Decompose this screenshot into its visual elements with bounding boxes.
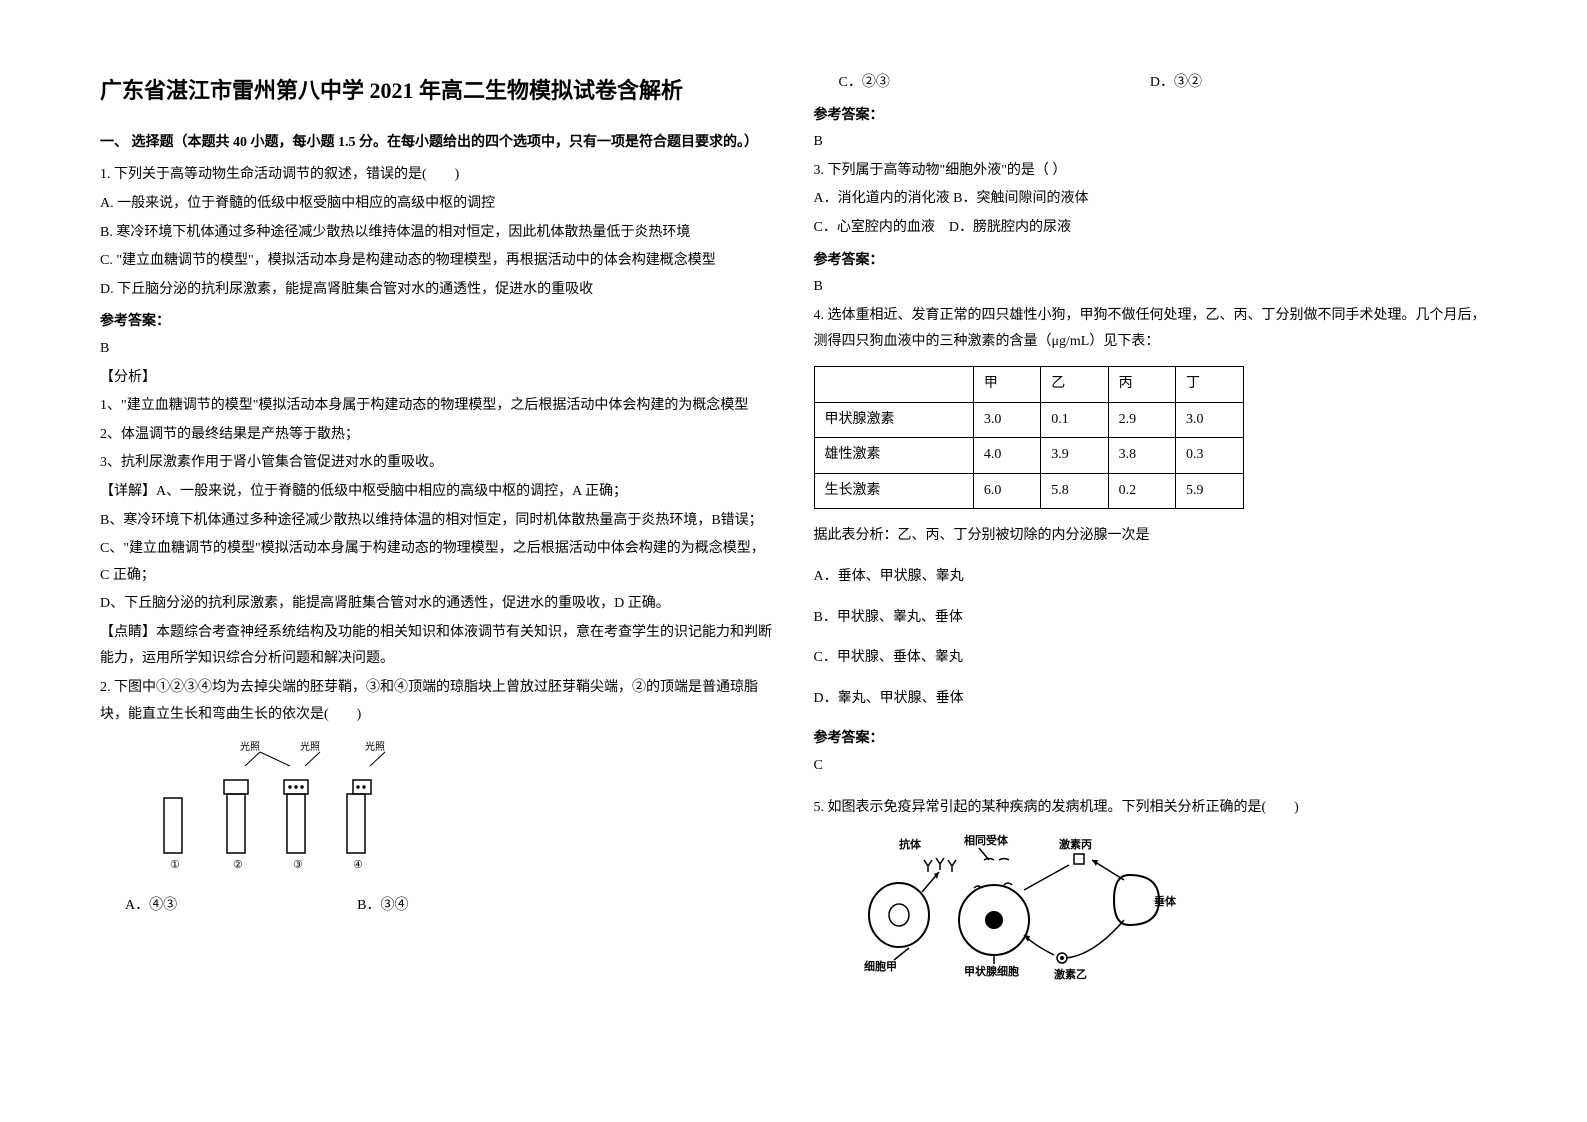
lbl-hormone-c: 激素丙 [1059,837,1092,851]
cell: 甲状腺激素 [814,402,973,438]
q2-diagram: 光照 光照 光照 ① ② ③ ④ [140,738,420,878]
q3-opt-ab: A．消化道内的消化液 B．突触间隙间的液体 [814,186,1488,213]
q1-detail-d: D、下丘脑分泌的抗利尿激素，能提高肾脏集合管对水的通透性，促进水的重吸收，D 正… [100,591,774,618]
q2-answer-label: 参考答案： [814,103,1488,130]
table-row: 生长激素 6.0 5.8 0.2 5.9 [814,473,1243,509]
q4-opt-a: A．垂体、甲状腺、睾丸 [814,564,1488,591]
lbl-thyroid-cell: 甲状腺细胞 [964,964,1019,978]
q4-table: 甲 乙 丙 丁 甲状腺激素 3.0 0.1 2.9 3.0 雄性激素 4.0 3… [814,366,1244,509]
cell: 3.8 [1108,438,1175,474]
q1-anal-2: 2、体温调节的最终结果是产热等于散热； [100,422,774,449]
page-title: 广东省湛江市雷州第八中学 2021 年高二生物模拟试卷含解析 [100,70,774,112]
lbl-cell-a: 细胞甲 [864,959,897,973]
q1-analysis-label: 【分析】 [100,365,774,392]
cell: 5.9 [1176,473,1243,509]
q4-opt-b: B．甲状腺、睾丸、垂体 [814,605,1488,632]
q1-detail-b: B、寒冷环境下机体通过多种途径减少散热以维持体温的相对恒定，同时机体散热量高于炎… [100,508,774,535]
q1-anal-3: 3、抗利尿激素作用于肾小管集合管促进对水的重吸收。 [100,450,774,477]
cell: 6.0 [973,473,1040,509]
table-row: 甲状腺激素 3.0 0.1 2.9 3.0 [814,402,1243,438]
dia-num-1: ① [170,859,180,871]
cell: 0.2 [1108,473,1175,509]
cell: 0.3 [1176,438,1243,474]
q4-answer: C [814,753,1488,780]
th-blank [814,366,973,402]
q5-stem: 5. 如图表示免疫异常引起的某种疾病的发病机理。下列相关分析正确的是( ) [814,795,1488,822]
q1-opt-d: D. 下丘脑分泌的抗利尿激素，能提高肾脏集合管对水的通透性，促进水的重吸收 [100,277,774,304]
q4-opt-d: D．睾丸、甲状腺、垂体 [814,686,1488,713]
q1-detail-c: C、"建立血糖调节的模型"模拟活动本身属于构建动态的物理模型，之后根据活动中体会… [100,536,774,589]
lbl-antibody: 抗体 [899,837,922,851]
section-heading: 一、 选择题（本题共 40 小题，每小题 1.5 分。在每小题给出的四个选项中，… [100,130,774,157]
q4-answer-label: 参考答案： [814,726,1488,753]
cell: 3.0 [1176,402,1243,438]
q2-opt-a: A．④③ [125,893,177,920]
cell: 雄性激素 [814,438,973,474]
th-bing: 丙 [1108,366,1175,402]
cell: 3.0 [973,402,1040,438]
q1-opt-a: A. 一般来说，位于脊髓的低级中枢受脑中相应的高级中枢的调控 [100,191,774,218]
th-ding: 丁 [1176,366,1243,402]
q1-answer-label: 参考答案： [100,309,774,336]
q1-detail-a: 【详解】A、一般来说，位于脊髓的低级中枢受脑中相应的高级中枢的调控，A 正确； [100,479,774,506]
q3-opt-cd: C．心室腔内的血液 D．膀胱腔内的尿液 [814,215,1488,242]
q3-stem: 3. 下列属于高等动物"细胞外液"的是（ ） [814,158,1488,185]
light-label-1: 光照 [240,740,260,753]
cell: 3.9 [1041,438,1108,474]
cell: 4.0 [973,438,1040,474]
right-column: C．②③ D．③② 参考答案： B 3. 下列属于高等动物"细胞外液"的是（ ）… [794,70,1488,1082]
q2-opts-row1: A．④③ B．③④ [125,893,774,920]
q2-opt-d: D．③② [1150,70,1202,97]
dia-num-2: ② [233,859,243,871]
table-row: 雄性激素 4.0 3.9 3.8 0.3 [814,438,1243,474]
q5-diagram: 抗体 相同受体 激素丙 垂体 细胞甲 甲状腺细胞 激素乙 [844,830,1204,980]
cell: 2.9 [1108,402,1175,438]
th-yi: 乙 [1041,366,1108,402]
left-column: 广东省湛江市雷州第八中学 2021 年高二生物模拟试卷含解析 一、 选择题（本题… [100,70,794,1082]
q1-answer: B [100,336,774,363]
q3-answer: B [814,274,1488,301]
cell: 生长激素 [814,473,973,509]
lbl-hormone-b: 激素乙 [1054,967,1087,980]
q2-stem: 2. 下图中①②③④均为去掉尖端的胚芽鞘，③和④顶端的琼脂块上曾放过胚芽鞘尖端，… [100,675,774,728]
dia-num-4: ④ [353,859,363,871]
th-jia: 甲 [973,366,1040,402]
q2-opt-c: C．②③ [839,70,890,97]
q2-opt-b: B．③④ [357,893,408,920]
q1-stem: 1. 下列关于高等动物生命活动调节的叙述，错误的是( ) [100,162,774,189]
light-label-3: 光照 [365,740,385,753]
q1-opt-c: C. "建立血糖调节的模型"，模拟活动本身是构建动态的物理模型，再根据活动中的体… [100,248,774,275]
q4-stem: 4. 选体重相近、发育正常的四只雄性小狗，甲狗不做任何处理，乙、丙、丁分别做不同… [814,303,1488,356]
light-label-2: 光照 [300,740,320,753]
cell: 0.1 [1041,402,1108,438]
q4-opt-c: C．甲状腺、垂体、睾丸 [814,645,1488,672]
q2-opts-row2: C．②③ D．③② [839,70,1488,97]
cell: 5.8 [1041,473,1108,509]
dia-num-3: ③ [293,859,303,871]
q1-anal-1: 1、"建立血糖调节的模型"模拟活动本身属于构建动态的物理模型，之后根据活动中体会… [100,393,774,420]
lbl-receptor: 相同受体 [964,833,1009,847]
q1-opt-b: B. 寒冷环境下机体通过多种途径减少散热以维持体温的相对恒定，因此机体散热量低于… [100,220,774,247]
q4-after: 据此表分析：乙、丙、丁分别被切除的内分泌腺一次是 [814,523,1488,550]
q2-answer: B [814,129,1488,156]
q3-answer-label: 参考答案： [814,248,1488,275]
q1-point: 【点睛】本题综合考查神经系统结构及功能的相关知识和体液调节有关知识，意在考查学生… [100,620,774,673]
lbl-pituitary: 垂体 [1154,894,1177,908]
table-header-row: 甲 乙 丙 丁 [814,366,1243,402]
